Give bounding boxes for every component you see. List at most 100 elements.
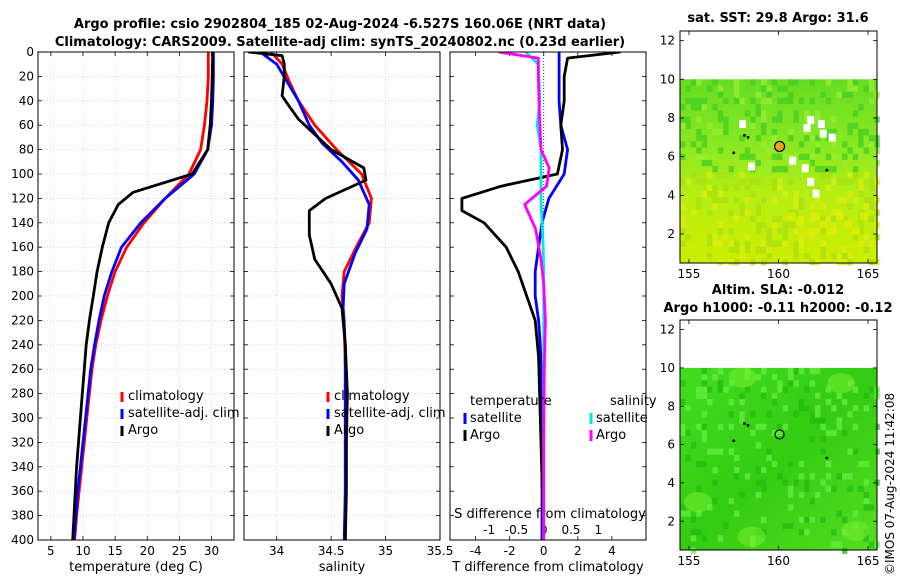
sst-map-field-cell: [734, 79, 740, 86]
sst-map-field-cell: [809, 228, 815, 235]
sst-map-field-cell: [707, 252, 713, 260]
sst-map-field-cell: [847, 122, 853, 129]
sst-map-field-cell: [734, 246, 740, 253]
sst-map-field-cell: [842, 215, 848, 222]
sla-map-field-cell: [825, 398, 832, 406]
sst-map-warm-cell: [859, 212, 868, 220]
sst-map-warm-cell: [827, 228, 836, 236]
sla-map-field-cell: [728, 498, 734, 505]
sla-map-field-cell: [831, 529, 837, 536]
sst-map-field-cell: [761, 240, 767, 247]
sst-map-field-cell: [804, 128, 810, 136]
sst-map-field-cell: [852, 110, 859, 117]
sla-map-field-cell: [825, 473, 832, 480]
sla-map-field-cell: [863, 405, 869, 412]
sla-map-field-cell: [766, 411, 772, 418]
sla-map-field-cell: [750, 411, 756, 418]
salinity-profile-x-tick-label: 34: [269, 544, 284, 558]
sst-map-field-cell: [728, 246, 734, 253]
sla-map-field-cell: [701, 367, 707, 375]
sla-map-field-cell: [728, 380, 734, 387]
sla-map-highlight: [728, 367, 757, 388]
sst-map-field-cell: [771, 128, 778, 136]
sla-map-field-cell: [761, 386, 767, 393]
sst-map-field-cell: [858, 135, 864, 142]
sst-map-field-cell: [707, 234, 713, 241]
sla-map-field-cell: [712, 467, 718, 474]
sla-map-field-cell: [804, 479, 810, 486]
sst-map-field-cell: [815, 116, 821, 123]
sla-map-field-cell: [798, 473, 805, 480]
sst-map-field-cell: [798, 141, 805, 148]
sst-map-field-cell: [782, 166, 788, 173]
sst-map-warm-cell: [819, 220, 828, 228]
sst-map-field-cell: [863, 172, 869, 179]
sst-map-float-marker: [773, 140, 786, 153]
sst-map-field-cell: [842, 141, 848, 148]
sst-map-warm-cell: [835, 212, 844, 220]
sla-map-field-cell: [825, 386, 832, 393]
sst-map-field-cell: [869, 178, 875, 185]
sst-map-field-cell: [858, 141, 864, 148]
sst-map-field-cell: [734, 85, 740, 92]
sla-map-field-cell: [869, 504, 875, 511]
sst-map-field-cell: [755, 110, 761, 117]
sst-map-field-cell: [809, 159, 815, 167]
sst-map-field-cell: [842, 259, 848, 266]
sst-map-field-cell: [761, 246, 767, 253]
sst-map-field-cell: [766, 252, 772, 260]
sst-map-field-cell: [680, 122, 686, 129]
sla-map-field-cell: [701, 423, 707, 430]
sst-map-field-cell: [712, 197, 718, 204]
sst-map-field-cell: [685, 122, 691, 129]
sst-map-missing-cell: [803, 123, 811, 132]
sla-map-field-cell: [690, 547, 697, 554]
sla-map-field-cell: [690, 535, 697, 542]
sst-map-field-cell: [701, 190, 707, 198]
sla-map-field-cell: [701, 436, 707, 443]
sla-map-field-cell: [798, 516, 805, 523]
sla-map-field-cell: [836, 510, 842, 517]
sst-map-field-cell: [734, 184, 740, 191]
sst-map-field-cell: [825, 215, 832, 222]
sla-map-field-cell: [863, 479, 869, 486]
sla-map-field-cell: [782, 405, 788, 412]
sst-map-field-cell: [852, 79, 859, 86]
sst-map-field-cell: [777, 240, 783, 247]
sst-map-field-cell: [696, 104, 702, 111]
sla-map-field-cell: [788, 485, 794, 492]
sla-map-field-cell: [744, 386, 751, 393]
sst-map-field-cell: [723, 234, 729, 241]
sst-map-field-cell: [755, 203, 761, 210]
sst-map-field-cell: [734, 240, 740, 247]
sla-map-field-cell: [852, 386, 859, 393]
sst-map-field-cell: [696, 197, 702, 204]
sla-map-y-tick-label: 8: [667, 399, 675, 413]
sst-map-field-cell: [782, 190, 788, 198]
sla-map-field-cell: [869, 386, 875, 393]
sst-map-field-cell: [717, 110, 724, 117]
temperature-profile-y-tick-label: 80: [19, 143, 34, 157]
sst-map-field-cell: [701, 178, 707, 185]
sla-map-field-cell: [831, 485, 837, 492]
salinity-profile-legend-entry: climatology: [334, 389, 410, 404]
sst-map-field-cell: [712, 234, 718, 241]
sst-map-field-cell: [847, 252, 853, 260]
difference-profile-legend-entry: Argo: [596, 428, 626, 443]
sla-map-field-cell: [739, 417, 745, 424]
sla-map-field-cell: [809, 436, 815, 443]
sla-map-field-cell: [717, 380, 724, 387]
sst-map-field-cell: [734, 197, 740, 204]
sst-map-field-cell: [744, 209, 751, 216]
sla-map-field-cell: [842, 516, 848, 523]
sst-map-field-cell: [869, 259, 875, 266]
sst-map-field-cell: [717, 116, 724, 123]
sst-map-field-cell: [755, 135, 761, 142]
sst-map-field-cell: [836, 259, 842, 266]
sla-map-field-cell: [804, 516, 810, 523]
sst-map-field-cell: [852, 234, 859, 241]
sla-map-field-cell: [761, 479, 767, 486]
sla-map-field-cell: [701, 374, 707, 381]
sst-map-field-cell: [777, 85, 783, 92]
sst-map-field-cell: [717, 240, 724, 247]
